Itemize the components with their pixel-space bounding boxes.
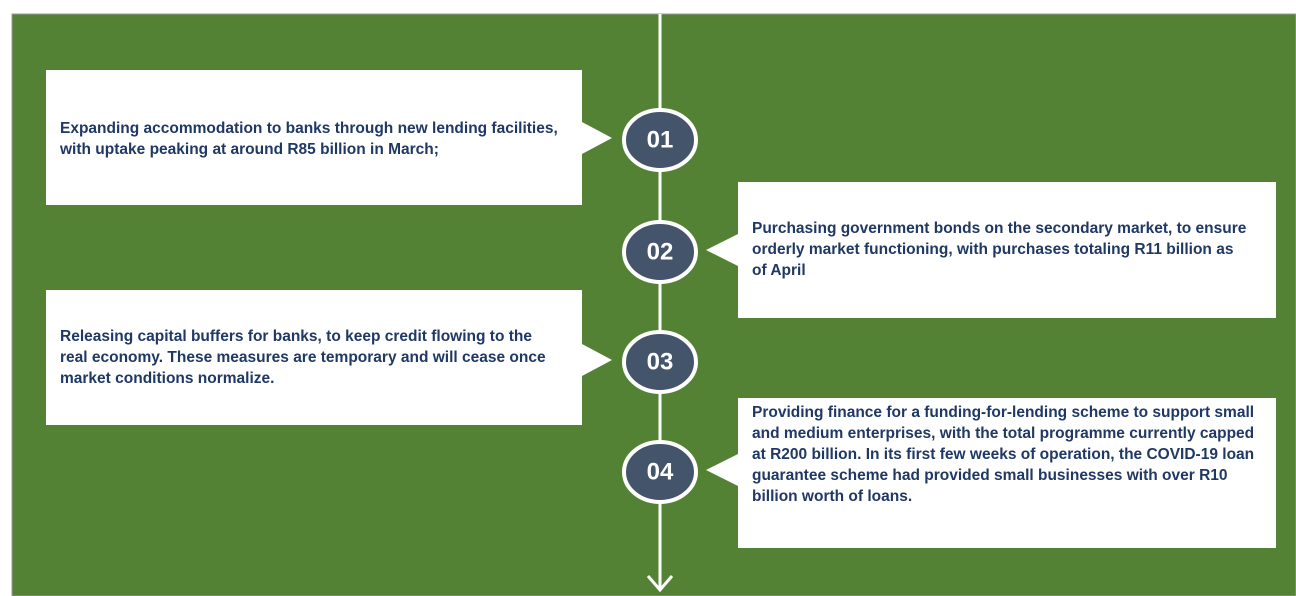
step-number: 04	[647, 459, 674, 486]
step-text: Expanding accommodation to banks through…	[60, 120, 558, 158]
step-text: Purchasing government bonds on the secon…	[752, 220, 1247, 279]
text-box	[46, 70, 612, 205]
text-box	[706, 398, 1276, 548]
step-text: Releasing capital buffers for banks, to …	[60, 328, 546, 387]
step-number: 02	[647, 239, 674, 266]
step-number: 03	[647, 349, 674, 376]
arrow-head	[646, 575, 674, 593]
text-box	[46, 290, 612, 425]
step-circle	[622, 440, 698, 504]
step-circle	[622, 220, 698, 284]
step-text: Providing finance for a funding-for-lend…	[752, 404, 1255, 505]
text-box	[706, 182, 1276, 318]
step-number: 01	[647, 127, 674, 154]
step-circle	[622, 108, 698, 172]
step-circle	[622, 330, 698, 394]
